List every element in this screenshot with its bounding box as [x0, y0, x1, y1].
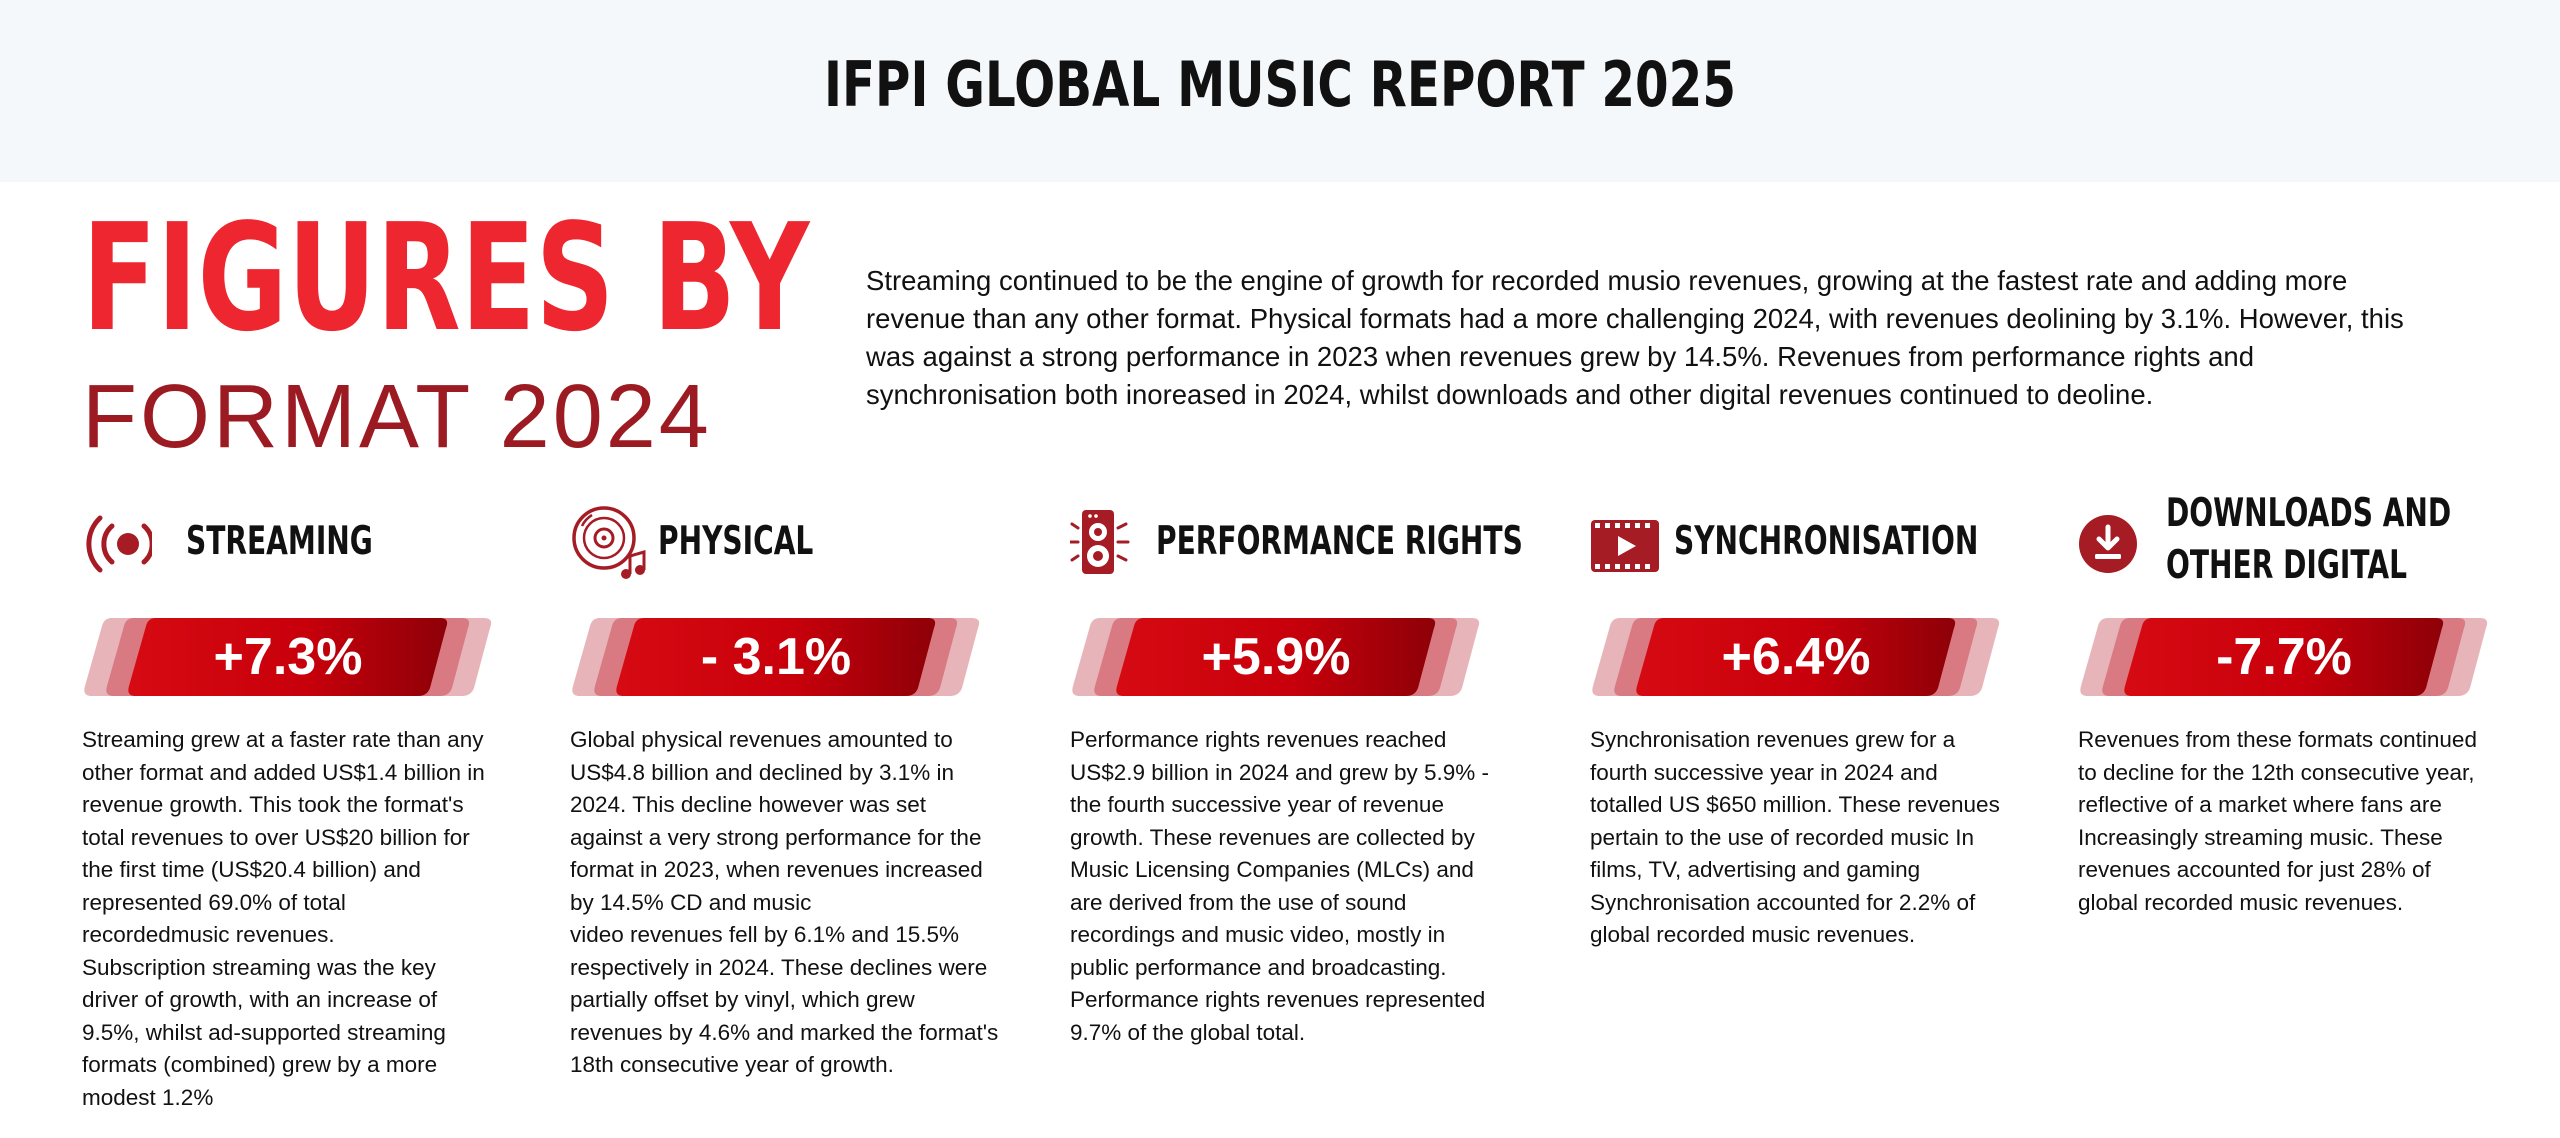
pill-shape: [1592, 618, 2000, 696]
pill-shape: [2080, 618, 2488, 696]
format-description: Performance rights revenues reached US$2…: [1070, 724, 1489, 1049]
format-description: Streaming grew at a faster rate than any…: [82, 724, 485, 1114]
body-line: Subscription streaming was the key: [82, 954, 436, 980]
format-title: SYNCHRONISATION: [1674, 519, 1979, 564]
format-title: STREAMING: [186, 519, 373, 564]
body-line: Synchronisation revenues grew for a: [1590, 727, 1956, 752]
body-line: Revenues from these formats continued: [2078, 727, 2477, 752]
format-title-line: DOWNLOADS AND: [2166, 491, 2452, 536]
report-title: IFPI GLOBAL MUSIC REPORT 2025: [823, 48, 1736, 121]
body-line: pertain to the use of recorded music In: [1590, 824, 1974, 850]
download-icon: [2079, 515, 2137, 573]
body-line: 2024. This decline however was set: [570, 792, 927, 817]
body-line: Music Licensing Companies (MLCs) and: [1070, 857, 1474, 882]
body-line: global recorded music revenues.: [2078, 889, 2404, 915]
body-line: partially offset by vinyl, which grew: [570, 987, 915, 1012]
format-description: Synchronisation revenues grew for a four…: [1590, 724, 2000, 952]
body-line: format in 2023, when revenues increased: [570, 857, 983, 882]
body-line: modest 1.2%: [82, 1084, 214, 1110]
body-line: US$2.9 billion in 2024 and grew by 5.9% …: [1070, 759, 1490, 785]
body-line: growth. These revenues are collected by: [1070, 824, 1475, 850]
body-line: reflective of a market where fans are: [2078, 792, 2442, 817]
body-line: US$4.8 billion and declined by 3.1% in: [570, 759, 955, 785]
heading-format-year: FORMAT 2024: [82, 367, 712, 467]
header-bar: IFPI GLOBAL MUSIC REPORT 2025: [0, 0, 2560, 182]
body-line: represented 69.0% of total: [82, 889, 346, 915]
body-line: respectively in 2024. These declines wer…: [570, 954, 988, 980]
format-description: Revenues from these formats continued to…: [2078, 724, 2477, 919]
format-title: PHYSICAL: [658, 519, 814, 564]
format-description: Global physical revenues amounted to US$…: [570, 724, 998, 1082]
change-value: - 3.1%: [700, 628, 852, 686]
change-pill: +6.4%: [1590, 616, 2002, 698]
body-line: Performance rights revenues reached: [1070, 727, 1447, 752]
body-line: to decline for the 12th consecutive year…: [2078, 759, 2475, 785]
body-line: revenues by 4.6% and marked the format's: [570, 1019, 999, 1045]
body-line: revenues accounted for just 28% of: [2078, 857, 2431, 882]
change-pill: - 3.1%: [570, 616, 982, 698]
pill-shape: [1072, 618, 1480, 696]
format-title: DOWNLOADS AND OTHER DIGITAL: [2166, 488, 2451, 592]
body-line: Increasingly streaming music. These: [2078, 824, 2443, 850]
vinyl-record-icon: [572, 506, 646, 579]
change-value: +7.3%: [213, 628, 363, 686]
body-line: revenue growth. This took the format's: [82, 792, 464, 817]
body-line: against a very strong performance for th…: [570, 824, 982, 850]
body-line: recordings and music video, mostly in: [1070, 922, 1446, 947]
body-line: public performance and broadcasting.: [1070, 954, 1447, 980]
body-line: Synchronisation accounted for 2.2% of: [1590, 889, 1976, 915]
body-line: fourth successive year in 2024 and: [1590, 759, 1938, 785]
change-pill: +7.3%: [82, 616, 494, 698]
body-line: 9.7% of the global total.: [1070, 1019, 1306, 1045]
film-play-icon: [1591, 520, 1659, 572]
body-line: by 14.5% CD and music: [570, 889, 812, 915]
broadcast-icon: [86, 515, 152, 573]
format-title-line: OTHER DIGITAL: [2166, 543, 2407, 588]
body-line: recordedmusic revenues.: [82, 922, 335, 947]
body-line: Streaming grew at a faster rate than any: [82, 727, 484, 752]
body-line: totalled US $650 million. These revenues: [1590, 792, 2000, 817]
pill-shape: [572, 618, 980, 696]
change-value: +6.4%: [1721, 628, 1871, 686]
body-line: driver of growth, with an increase of: [82, 987, 438, 1012]
body-line: are derived from the use of sound: [1070, 889, 1407, 915]
format-title: PERFORMANCE RIGHTS: [1156, 519, 1523, 564]
body-line: films, TV, advertising and gaming: [1590, 857, 1921, 882]
body-line: the fourth successive year of revenue: [1070, 792, 1444, 817]
body-line: global recorded music revenues.: [1590, 922, 1916, 947]
heading-figures-by: FIGURES BY: [82, 192, 810, 364]
body-line: formats (combined) grew by a more: [82, 1052, 438, 1077]
change-value: +5.9%: [1201, 628, 1351, 686]
pill-shape: [84, 618, 492, 696]
body-line: Global physical revenues amounted to: [570, 727, 953, 752]
body-line: the first time (US$20.4 billion) and: [82, 857, 421, 882]
body-line: 18th consecutive year of growth.: [570, 1052, 894, 1077]
change-value: -7.7%: [2216, 628, 2352, 686]
body-line: video revenues fell by 6.1% and 15.5%: [570, 922, 960, 947]
change-pill: +5.9%: [1070, 616, 1482, 698]
body-line: other format and added US$1.4 billion in: [82, 759, 485, 785]
change-pill: -7.7%: [2078, 616, 2490, 698]
speaker-icon: [1070, 510, 1130, 574]
body-line: total revenues to over US$20 billion for: [82, 824, 470, 850]
intro-paragraph: Streaming continued to be the engine of …: [866, 265, 2404, 410]
body-line: Performance rights revenues represented: [1070, 987, 1486, 1012]
body-line: 9.5%, whilst ad-supported streaming: [82, 1019, 446, 1045]
